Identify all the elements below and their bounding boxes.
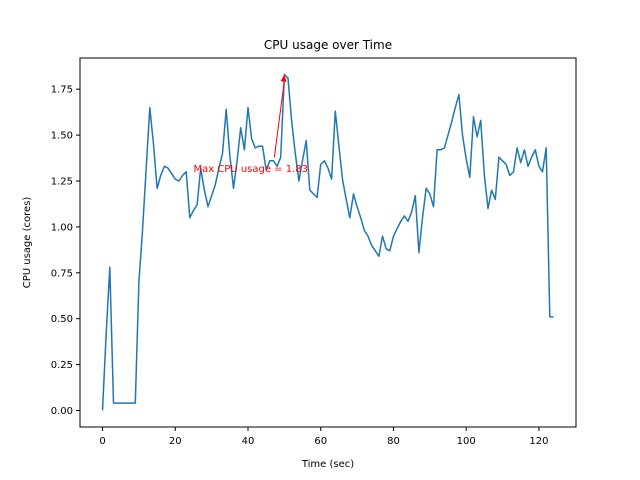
annotation-arrow-head (280, 74, 287, 82)
annotation-arrow (273, 80, 285, 158)
x-tick-label: 40 (242, 436, 255, 447)
y-tick-label: 1.25 (51, 177, 73, 188)
max-annotation: Max CPU usage = 1.83 (193, 74, 308, 175)
y-tick-label: 0.50 (51, 314, 73, 325)
x-tick-label: 120 (529, 436, 548, 447)
y-tick-label: 0.00 (51, 406, 73, 417)
x-tick-label: 60 (314, 436, 327, 447)
annotation-label: Max CPU usage = 1.83 (193, 164, 308, 175)
y-tick-label: 0.25 (51, 360, 73, 371)
series-line-cpu-usage (101, 73, 554, 411)
x-tick-label: 80 (387, 436, 400, 447)
chart-title: CPU usage over Time (264, 38, 392, 52)
x-tick-label: 100 (457, 436, 476, 447)
y-axis-label: CPU usage (cores) (22, 197, 33, 289)
plot-area-frame (79, 57, 577, 428)
x-tick-label: 20 (169, 436, 182, 447)
y-tick-label: 1.50 (51, 131, 73, 142)
y-tick-label: 0.75 (51, 268, 73, 279)
x-tick-label: 0 (99, 436, 105, 447)
y-tick-label: 1.00 (51, 222, 73, 233)
y-tick-label: 1.75 (51, 85, 73, 96)
x-axis-label: Time (sec) (301, 459, 354, 470)
y-axis-ticks: 0.00 0.25 0.50 0.75 1.00 1.25 1.50 1.75 (51, 85, 80, 417)
x-axis-ticks: 0 20 40 60 80 100 120 (99, 427, 548, 447)
